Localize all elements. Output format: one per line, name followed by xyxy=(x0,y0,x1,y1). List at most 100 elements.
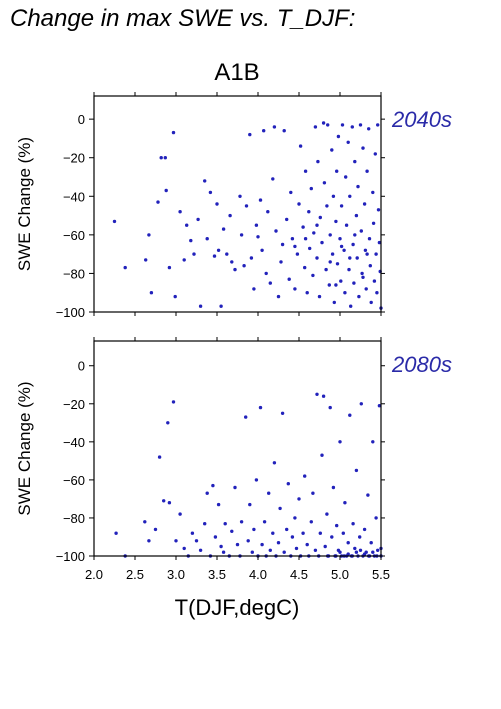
data-point xyxy=(338,550,342,554)
data-point xyxy=(362,527,367,532)
data-point xyxy=(371,221,376,225)
data-point xyxy=(293,516,297,520)
data-point xyxy=(192,252,196,256)
data-point xyxy=(371,550,375,554)
data-point xyxy=(369,300,373,305)
data-point xyxy=(230,260,234,264)
data-point xyxy=(212,254,217,258)
data-point xyxy=(278,506,282,511)
data-point xyxy=(343,501,347,505)
data-point xyxy=(194,539,199,543)
data-point xyxy=(238,194,242,198)
data-point xyxy=(307,210,311,214)
data-point xyxy=(260,248,264,252)
data-point xyxy=(211,483,215,488)
data-point xyxy=(334,219,338,224)
data-point xyxy=(235,542,240,547)
y-tick-label: 0 xyxy=(78,112,85,127)
data-point xyxy=(305,291,309,295)
data-point xyxy=(171,400,176,404)
data-point xyxy=(316,159,320,164)
data-point xyxy=(221,227,226,231)
data-point xyxy=(371,190,375,195)
data-point xyxy=(347,267,351,272)
data-point xyxy=(213,535,218,539)
data-point xyxy=(262,520,267,524)
data-point xyxy=(239,233,244,237)
data-point xyxy=(189,238,193,243)
y-tick-label: −100 xyxy=(56,549,85,564)
y-tick-label: −100 xyxy=(56,305,85,320)
x-tick-label: 3.5 xyxy=(208,567,226,582)
scatter-panel-2040s: 0 −20 −40 −60 −80 −100 SWE Change (%) 2040s xyxy=(15,92,452,320)
data-point xyxy=(272,125,277,129)
data-point xyxy=(290,535,295,539)
data-point xyxy=(374,516,378,520)
data-point xyxy=(372,279,377,283)
data-point xyxy=(339,279,343,283)
data-point xyxy=(311,491,315,495)
y-axis-label: SWE Change (%) xyxy=(15,137,34,271)
data-point xyxy=(303,265,307,270)
data-point xyxy=(357,294,361,299)
data-point xyxy=(185,223,189,227)
x-tick-label: 3.0 xyxy=(167,567,185,582)
data-point xyxy=(163,156,167,160)
data-point xyxy=(318,215,322,220)
y-tick-label: 0 xyxy=(78,359,85,374)
data-point xyxy=(317,294,322,299)
data-point xyxy=(353,546,357,551)
data-point xyxy=(182,546,186,551)
data-point xyxy=(147,539,151,543)
data-point xyxy=(205,237,209,241)
data-point xyxy=(262,129,266,133)
x-tick-label: 2.0 xyxy=(85,567,103,582)
x-tick-label: 5.0 xyxy=(331,567,349,582)
data-point xyxy=(344,175,348,179)
x-tick-label: 4.0 xyxy=(249,567,267,582)
data-point xyxy=(360,271,364,276)
data-point xyxy=(208,190,213,195)
data-point xyxy=(346,541,350,545)
data-point xyxy=(178,210,182,214)
figure-title: Change in max SWE vs. T_DJF: xyxy=(10,5,355,32)
period-label: 2080s xyxy=(391,352,452,377)
data-point xyxy=(340,123,345,127)
data-point xyxy=(182,258,186,262)
data-point xyxy=(228,213,232,218)
data-point xyxy=(167,501,172,505)
data-point xyxy=(219,544,223,549)
data-point xyxy=(297,497,301,501)
data-point xyxy=(167,265,172,270)
data-point xyxy=(364,287,368,291)
data-point xyxy=(311,273,315,278)
plot-frame xyxy=(93,95,382,313)
data-point xyxy=(376,548,380,552)
data-point xyxy=(267,491,271,495)
data-point xyxy=(293,287,297,291)
data-point xyxy=(342,248,346,252)
data-point xyxy=(321,121,326,125)
y-tick-label: −20 xyxy=(63,397,85,412)
data-point xyxy=(303,169,308,173)
data-point xyxy=(358,123,363,127)
data-point xyxy=(219,304,223,308)
data-point xyxy=(248,132,252,137)
y-axis-label: SWE Change (%) xyxy=(15,381,34,515)
data-point xyxy=(359,402,363,406)
data-point xyxy=(348,413,352,417)
data-point xyxy=(338,440,342,444)
data-point xyxy=(258,405,263,410)
data-point xyxy=(375,291,379,295)
data-point xyxy=(144,258,148,262)
data-point xyxy=(324,267,328,272)
data-point xyxy=(258,198,263,202)
data-point xyxy=(309,186,313,191)
data-point xyxy=(280,242,285,247)
data-point xyxy=(351,522,355,526)
data-point xyxy=(376,123,380,127)
data-point xyxy=(303,237,308,241)
data-point xyxy=(331,485,336,490)
data-point xyxy=(173,294,177,299)
